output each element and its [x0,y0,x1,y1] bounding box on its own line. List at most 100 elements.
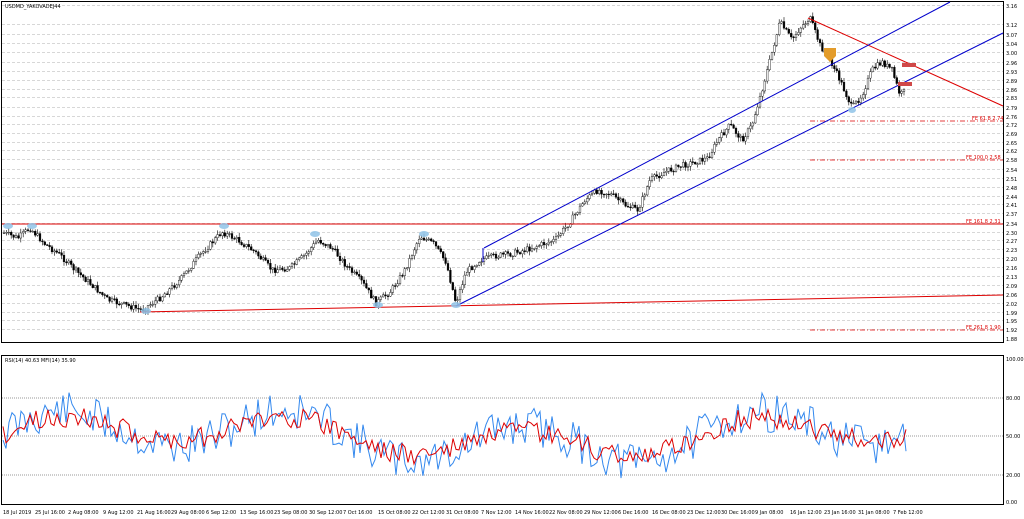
candle-body [240,242,243,245]
candle-body [605,193,608,196]
candle-body [108,296,111,302]
candle-body [283,269,286,272]
candle-body [202,251,205,254]
price-tick: 1.88 [1006,337,1017,343]
candle-body [838,70,841,81]
candle-body [670,167,673,172]
candle-body [730,123,733,126]
candle-body [293,263,296,265]
candle-body [72,264,75,271]
candle-body [192,261,195,269]
candle-body [7,231,10,234]
chart-title: USDMD_YAKOVADEJ44 [5,4,61,10]
candle-body [797,32,800,35]
candle-body [475,265,478,267]
candle-body [103,294,106,296]
candle-body [720,132,723,138]
candle-body [178,280,181,286]
time-tick: 29 Nov 12:00 [584,510,618,516]
candle-body [106,295,109,298]
candle-body [602,194,606,196]
candle-body [245,244,248,247]
candle-body [420,237,423,240]
candle-body [214,237,217,244]
price-grid [2,5,1003,330]
candle-body [218,234,222,237]
candle-body [307,251,310,254]
candle-body [646,186,649,196]
candle-body [634,204,637,208]
candle-body [674,164,678,172]
time-tick: 14 Nov 16:00 [515,510,549,516]
candle-body [792,36,795,38]
candle-body [334,248,337,250]
time-tick: 23 Sep 08:00 [274,510,307,516]
time-tick: 23 Dec 12:00 [687,510,721,516]
candle-body [703,157,706,162]
candle-body [739,135,742,138]
candle-body [199,253,202,255]
candle-body [24,229,27,232]
candle-body [785,27,788,30]
candle-body [77,267,80,273]
candle-body [533,248,536,250]
indicator-pane-frame [1,355,1004,505]
candle-body [874,66,877,69]
time-tick: 7 Nov 12:00 [481,510,512,516]
candle-body [271,267,274,270]
candle-body [166,293,169,295]
candle-body [98,292,102,294]
candle-body [586,198,589,203]
candle-body [686,166,690,168]
candle-body [67,260,70,264]
price-tick: 3.04 [1006,42,1017,48]
candle-body [521,250,524,255]
candle-body [643,194,646,197]
candle-body [564,226,567,229]
candle-body [194,257,198,262]
candle-body [821,42,824,52]
candle-body [883,60,886,67]
candle-body [365,283,368,289]
fib-labels: FE 61.8 2.74 FE 100.0 2.58 FE 161.8 2.31… [966,116,1003,331]
price-tick: 2.16 [1006,266,1017,272]
level-box [898,82,912,86]
candle-body [228,233,231,235]
candle-body [298,257,301,260]
candle-body [545,243,548,246]
candle-body [629,206,632,209]
candle-body [742,135,745,142]
candle-body [814,22,817,30]
candle-body [120,302,123,305]
candle-body [737,133,740,138]
candle-body [893,67,896,78]
candle-body [473,266,476,270]
candle-body [581,203,584,207]
candle-body [718,137,721,143]
candle-body [84,276,87,282]
candle-body [794,34,798,38]
candle-body [840,79,843,83]
candle-body [463,274,466,285]
candle-body [130,305,133,310]
price-tick: 2.58 [1006,158,1017,164]
candle-body [454,289,457,301]
candle-body [746,128,750,137]
candle-body [653,174,656,177]
candle-body [281,267,284,270]
candle-body [43,241,46,245]
indicator-tick: 50.00 [1006,434,1020,440]
candle-body [312,243,315,248]
candle-body [238,237,241,243]
price-tick: 2.65 [1006,141,1017,147]
price-tick: 2.30 [1006,231,1017,237]
candle-body [17,235,20,239]
candle-body [269,263,272,270]
candle-body [60,252,63,256]
candle-body [204,251,207,253]
candle-body [667,167,670,172]
candle-body [706,156,709,159]
candle-body [595,189,598,194]
